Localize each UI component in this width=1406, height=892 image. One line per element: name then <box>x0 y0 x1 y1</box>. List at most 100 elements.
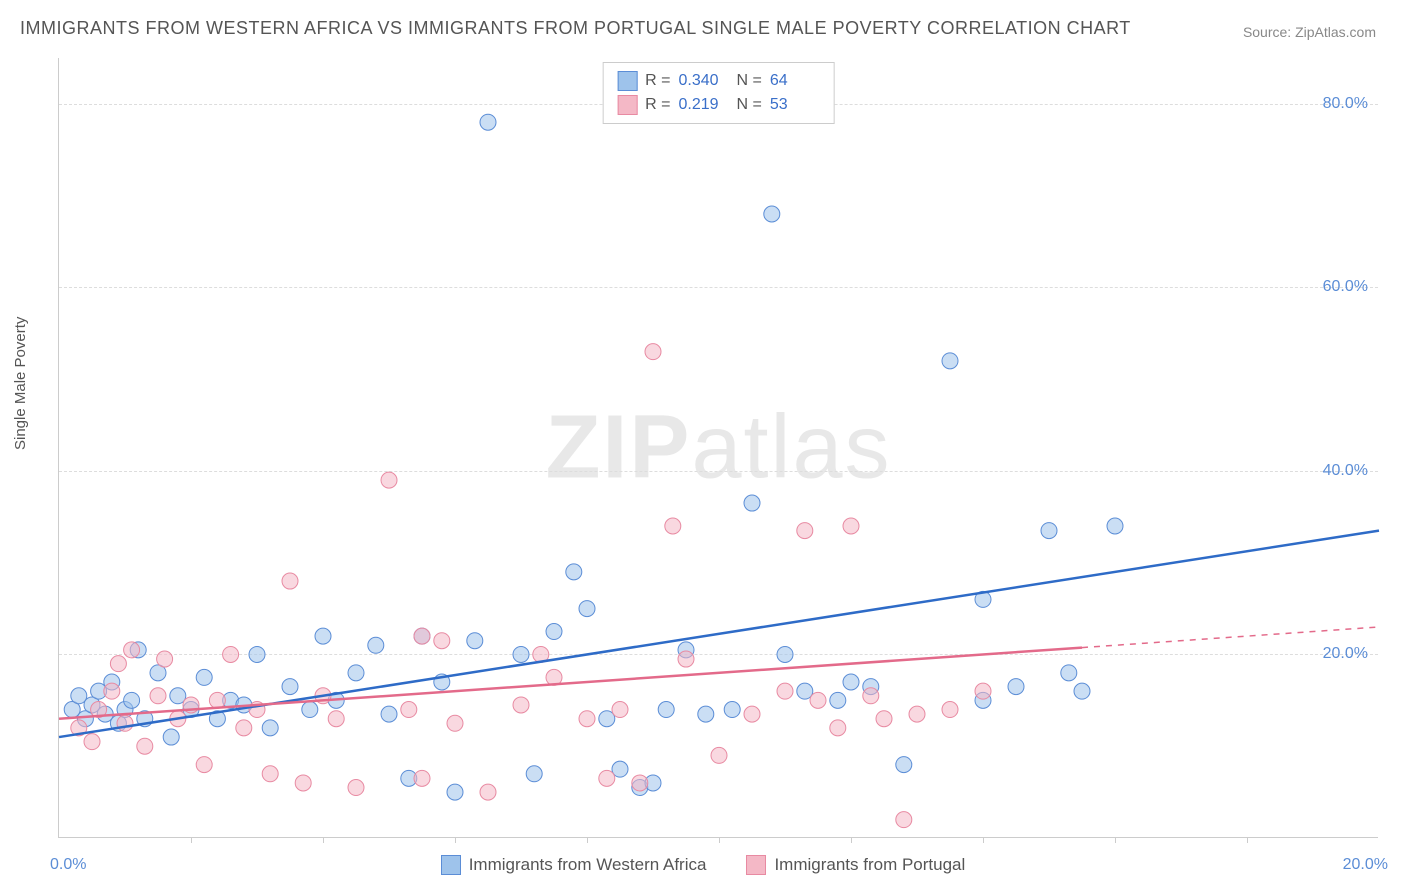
data-point <box>447 715 463 731</box>
data-point <box>566 564 582 580</box>
data-point <box>434 633 450 649</box>
data-point <box>810 692 826 708</box>
legend-swatch <box>441 855 461 875</box>
data-point <box>1107 518 1123 534</box>
data-point <box>302 702 318 718</box>
data-point <box>896 812 912 828</box>
data-point <box>282 679 298 695</box>
data-point <box>249 646 265 662</box>
data-point <box>124 692 140 708</box>
data-point <box>843 518 859 534</box>
data-point <box>513 697 529 713</box>
data-point <box>262 720 278 736</box>
data-point <box>467 633 483 649</box>
data-point <box>447 784 463 800</box>
data-point <box>658 702 674 718</box>
data-point <box>744 495 760 511</box>
chart-title: IMMIGRANTS FROM WESTERN AFRICA VS IMMIGR… <box>20 18 1131 39</box>
data-point <box>1061 665 1077 681</box>
data-point <box>526 766 542 782</box>
legend-swatch <box>617 95 637 115</box>
data-point <box>942 702 958 718</box>
data-point <box>678 651 694 667</box>
data-point <box>348 665 364 681</box>
data-point <box>401 702 417 718</box>
x-tick <box>323 837 324 843</box>
data-point <box>381 706 397 722</box>
data-point <box>1041 523 1057 539</box>
data-point <box>196 669 212 685</box>
data-point <box>579 601 595 617</box>
legend-swatch <box>617 71 637 91</box>
data-point <box>414 628 430 644</box>
data-point <box>830 692 846 708</box>
data-point <box>328 711 344 727</box>
x-tick <box>851 837 852 843</box>
data-point <box>843 674 859 690</box>
data-point <box>157 651 173 667</box>
data-point <box>724 702 740 718</box>
data-point <box>282 573 298 589</box>
r-value: 0.340 <box>679 72 729 90</box>
data-point <box>381 472 397 488</box>
data-point <box>546 624 562 640</box>
n-label: N = <box>737 72 762 90</box>
data-point <box>863 688 879 704</box>
data-point <box>196 757 212 773</box>
x-tick <box>191 837 192 843</box>
data-point <box>150 688 166 704</box>
legend-label: Immigrants from Portugal <box>774 855 965 875</box>
data-point <box>896 757 912 773</box>
data-point <box>876 711 892 727</box>
data-point <box>163 729 179 745</box>
legend-item: Immigrants from Western Africa <box>441 855 707 875</box>
r-label: R = <box>645 96 670 114</box>
legend-stats-box: R = 0.340 N = 64 R = 0.219 N = 53 <box>602 62 835 124</box>
data-point <box>104 683 120 699</box>
data-point <box>579 711 595 727</box>
data-point <box>348 780 364 796</box>
x-tick <box>983 837 984 843</box>
n-value: 64 <box>770 72 820 90</box>
data-point <box>645 344 661 360</box>
r-value: 0.219 <box>679 96 729 114</box>
data-point <box>599 770 615 786</box>
data-point <box>1074 683 1090 699</box>
x-tick <box>1247 837 1248 843</box>
scatter-svg <box>59 58 1378 837</box>
data-point <box>764 206 780 222</box>
data-point <box>295 775 311 791</box>
data-point <box>117 715 133 731</box>
data-point <box>909 706 925 722</box>
data-point <box>262 766 278 782</box>
data-point <box>414 770 430 786</box>
data-point <box>942 353 958 369</box>
data-point <box>236 720 252 736</box>
data-point <box>777 683 793 699</box>
data-point <box>632 775 648 791</box>
x-tick <box>1115 837 1116 843</box>
plot-area: ZIPatlas 20.0%40.0%60.0%80.0% R =0.340N … <box>58 58 1378 838</box>
legend-item: Immigrants from Portugal <box>746 855 965 875</box>
x-tick <box>719 837 720 843</box>
legend-stats-row: R = 0.219 N = 53 <box>617 93 820 117</box>
data-point <box>84 734 100 750</box>
x-tick <box>587 837 588 843</box>
data-point <box>315 628 331 644</box>
data-point <box>1008 679 1024 695</box>
data-point <box>223 646 239 662</box>
data-point <box>711 747 727 763</box>
legend-stats-row: R = 0.340 N = 64 <box>617 69 820 93</box>
data-point <box>513 646 529 662</box>
data-point <box>480 784 496 800</box>
n-label: N = <box>737 96 762 114</box>
data-point <box>830 720 846 736</box>
source-attribution: Source: ZipAtlas.com <box>1243 24 1376 40</box>
data-point <box>110 656 126 672</box>
r-label: R = <box>645 72 670 90</box>
data-point <box>975 683 991 699</box>
data-point <box>698 706 714 722</box>
legend-swatch <box>746 855 766 875</box>
trend-line-dashed <box>1082 627 1379 648</box>
n-value: 53 <box>770 96 820 114</box>
